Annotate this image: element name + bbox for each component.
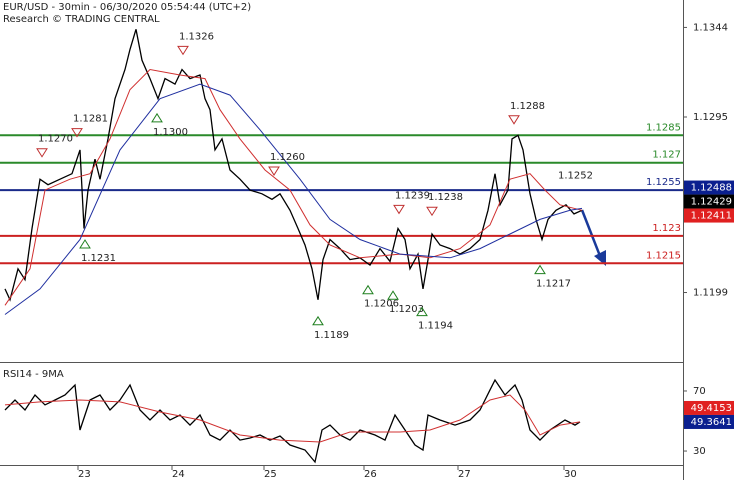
x-tick-label: 30 — [564, 469, 577, 480]
y-tick-label: 70 — [693, 386, 706, 397]
annotation-label: 1.1239 — [395, 190, 430, 201]
y-tick-label: 1.1295 — [693, 112, 728, 123]
level-label: 1.123 — [652, 223, 681, 234]
annotation-label: 1.1217 — [536, 279, 571, 290]
x-tick-label: 26 — [364, 469, 377, 480]
rsi-title: RSI14 - 9MA — [3, 369, 64, 380]
series-line — [4, 29, 583, 302]
annotation-label: 1.1326 — [179, 31, 214, 42]
high-marker — [426, 206, 438, 217]
level-label: 1.1255 — [646, 177, 681, 188]
high-marker — [177, 45, 189, 56]
y-tick-label: 1.1344 — [693, 22, 728, 33]
annotation-label: 1.1231 — [81, 253, 116, 264]
annotation-label: 1.1288 — [510, 101, 545, 112]
series-line — [4, 378, 581, 464]
annotation-label: 1.1189 — [314, 330, 349, 341]
chart-subtitle: Research © TRADING CENTRAL — [3, 14, 160, 25]
last-value-label: 49.4153 — [691, 403, 732, 414]
forecast-arrow — [580, 209, 602, 257]
last-value-box — [684, 414, 734, 429]
x-tick-label: 23 — [78, 469, 91, 480]
high-marker — [508, 115, 520, 125]
forecast-arrowhead — [594, 250, 606, 266]
level-label: 1.1285 — [646, 122, 681, 133]
last-value-label: 1.12429 — [691, 197, 732, 208]
x-tick-label: 25 — [264, 469, 277, 480]
annotation-label: 1.1270 — [38, 134, 73, 145]
annotation-label: 1.1300 — [153, 127, 188, 138]
high-marker — [268, 166, 280, 176]
high-marker — [393, 204, 405, 215]
level-label: 1.1215 — [646, 250, 681, 261]
high-marker — [36, 148, 48, 158]
chart-title: EUR/USD - 30min - 06/30/2020 05:54:44 (U… — [3, 2, 251, 13]
low-marker — [79, 239, 91, 249]
low-marker — [151, 112, 163, 123]
series-line — [4, 68, 583, 306]
annotation-label: 1.1194 — [418, 321, 453, 332]
annotation-label: 1.1203 — [389, 304, 424, 315]
last-value-label: 49.3641 — [691, 417, 732, 428]
high-marker — [71, 128, 83, 138]
x-tick-label: 27 — [458, 469, 471, 480]
last-value-box — [684, 400, 734, 415]
annotation-label: 1.1238 — [428, 192, 463, 203]
last-value-label: 1.12488 — [691, 183, 732, 194]
last-value-box — [684, 208, 734, 223]
low-marker — [534, 264, 546, 275]
last-value-box — [684, 194, 734, 209]
low-marker — [387, 290, 399, 300]
low-marker — [312, 315, 324, 326]
last-value-box — [684, 180, 734, 195]
series-line — [4, 394, 581, 443]
annotation-label: 1.1252 — [558, 171, 593, 182]
y-tick-label: 1.1199 — [693, 288, 728, 299]
y-tick-label: 30 — [693, 446, 706, 457]
annotation-label: 1.1206 — [364, 299, 399, 310]
x-tick-label: 24 — [172, 469, 185, 480]
last-value-label: 1.12411 — [691, 211, 732, 222]
annotation-label: 1.1281 — [73, 114, 108, 125]
low-marker — [362, 284, 374, 295]
low-marker — [416, 306, 428, 317]
annotation-label: 1.1260 — [270, 152, 305, 163]
series-line — [4, 83, 583, 315]
level-label: 1.127 — [652, 150, 681, 161]
